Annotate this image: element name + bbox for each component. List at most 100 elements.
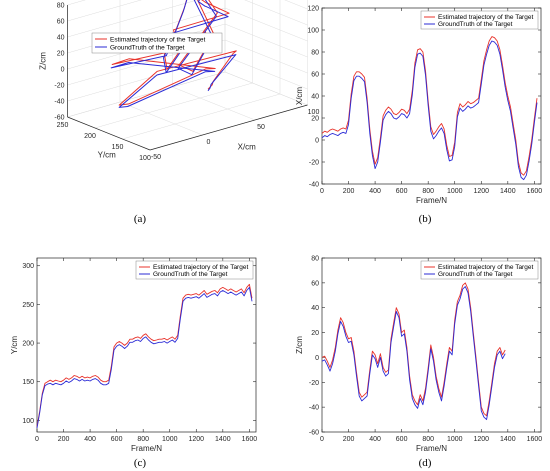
grid-line <box>244 0 308 26</box>
x-tick-label: 1400 <box>500 188 516 195</box>
x-tick-label: 1600 <box>527 188 543 195</box>
x-axis-label: X/cm <box>238 143 257 152</box>
plot-area <box>321 257 542 433</box>
y-tick-label: -40 <box>309 405 319 412</box>
grid-line <box>224 55 308 90</box>
x-tick-label: 1600 <box>527 436 543 443</box>
y-tick-label: 100 <box>307 28 319 35</box>
x-axis-label: Frame/N <box>416 196 447 205</box>
estimated-series-line <box>36 283 253 427</box>
x-tick-label: 1200 <box>473 188 489 195</box>
y-tick-label: 20 <box>311 116 319 123</box>
x-axis-line <box>149 104 308 151</box>
y-axis-label: Z/cm <box>295 336 304 354</box>
legend-box <box>91 32 223 54</box>
y-tick-label: -20 <box>309 380 319 387</box>
x-tick-label: 400 <box>369 188 381 195</box>
grid-line <box>94 82 253 129</box>
panel-b-x-plot: 0 200 400 600 800 1000 1200 1400 1600 -40 -20 0 20 40… <box>295 6 542 226</box>
y-axis-label: X/cm <box>295 87 304 106</box>
panel-caption: (d) <box>419 457 432 469</box>
panel-caption: (b) <box>419 213 432 225</box>
plot-area <box>321 7 542 185</box>
x-tick-label: 600 <box>396 188 408 195</box>
legend-box <box>135 260 254 280</box>
y-tick-label: 20 <box>311 330 319 337</box>
grid-line <box>224 23 308 58</box>
y-tick-label: -20 <box>309 160 319 167</box>
panel-c-y-plot: 0 200 400 600 800 1000 1200 1400 1600 100 150 200 25… <box>10 257 257 469</box>
x-tick-label: 1400 <box>500 436 516 443</box>
y-tick-label: 80 <box>311 256 319 263</box>
legend-groundtruth-label: GroundTruth of the Target <box>153 271 228 278</box>
grid-line <box>224 71 308 106</box>
y-tick-label: 150 <box>22 379 34 386</box>
z-tick-label: 80 <box>57 3 65 10</box>
y-tick-label: 250 <box>57 122 69 129</box>
groundtruth-series-line <box>321 40 538 181</box>
y-tick-label: 250 <box>22 302 34 309</box>
y-axis-line <box>67 116 151 151</box>
x-tick-label: 200 <box>343 436 355 443</box>
x-tick-label: 600 <box>396 436 408 443</box>
x-tick-label: 200 <box>58 436 70 443</box>
panel-caption: (c) <box>134 457 147 469</box>
z-tick-label: -40 <box>54 99 64 106</box>
x-tick-label: 0 <box>320 436 324 443</box>
z-tick-label: -60 <box>54 115 64 122</box>
grid-line <box>224 39 308 74</box>
y-tick-label: 40 <box>311 94 319 101</box>
groundtruth-series-line <box>321 286 506 421</box>
y-axis-label: Y/cm <box>98 151 117 160</box>
x-tick-label: 1200 <box>473 436 489 443</box>
y-tick-label: 100 <box>139 155 151 162</box>
x-tick-label: 200 <box>343 188 355 195</box>
legend-estimated-label: Estimated trajectory of the Target <box>438 264 533 271</box>
groundtruth-series-line <box>36 286 253 429</box>
legend-estimated-label: Estimated trajectory of the Target <box>153 264 248 271</box>
x-tick-label: -50 <box>151 154 161 161</box>
y-tick-label: 40 <box>311 305 319 312</box>
legend-groundtruth-label: GroundTruth of the Target <box>110 45 185 52</box>
y-tick-label: -40 <box>309 182 319 189</box>
x-tick-label: 100 <box>308 109 320 116</box>
x-tick-label: 1000 <box>447 436 463 443</box>
y-tick-label: 200 <box>22 341 34 348</box>
y-tick-label: 300 <box>22 263 34 270</box>
z-tick-label: 60 <box>57 19 65 26</box>
y-axis-label: Y/cm <box>10 336 19 355</box>
x-tick-label: 800 <box>422 436 434 443</box>
x-tick-label: 400 <box>369 436 381 443</box>
grid-line <box>284 0 308 10</box>
x-tick-label: 50 <box>257 124 265 131</box>
x-tick-label: 800 <box>422 188 434 195</box>
grid-line <box>67 0 198 38</box>
panel-d-z-plot: 0 200 400 600 800 1000 1200 1400 1600 -60 -40 -20 0 2… <box>295 256 542 470</box>
y-tick-label: 80 <box>311 50 319 57</box>
legend-groundtruth-label: GroundTruth of the Target <box>438 21 513 28</box>
y-tick-label: 200 <box>84 133 96 140</box>
grid-line <box>67 0 142 22</box>
x-tick-label: 1200 <box>188 436 204 443</box>
panel-caption: (a) <box>134 213 147 225</box>
y-tick-label: 100 <box>22 418 34 425</box>
legend-box <box>420 260 539 280</box>
legend-groundtruth-label: GroundTruth of the Target <box>438 271 513 278</box>
x-tick-label: 1000 <box>447 188 463 195</box>
y-tick-label: 60 <box>311 72 319 79</box>
legend-estimated-label: Estimated trajectory of the Target <box>110 37 205 44</box>
z-tick-label: -20 <box>54 83 64 90</box>
x-tick-label: 1400 <box>215 436 231 443</box>
legend-box <box>420 10 539 30</box>
grid-line <box>122 93 281 140</box>
plot-area <box>36 257 257 433</box>
y-tick-label: 120 <box>307 6 319 13</box>
x-axis-label: Frame/N <box>416 444 447 453</box>
x-tick-label: 0 <box>207 139 211 146</box>
x-tick-label: 0 <box>320 188 324 195</box>
grid-line <box>172 86 256 121</box>
y-tick-label: -60 <box>309 430 319 437</box>
legend-estimated-label: Estimated trajectory of the Target <box>438 14 533 21</box>
y-tick-label: 60 <box>311 280 319 287</box>
